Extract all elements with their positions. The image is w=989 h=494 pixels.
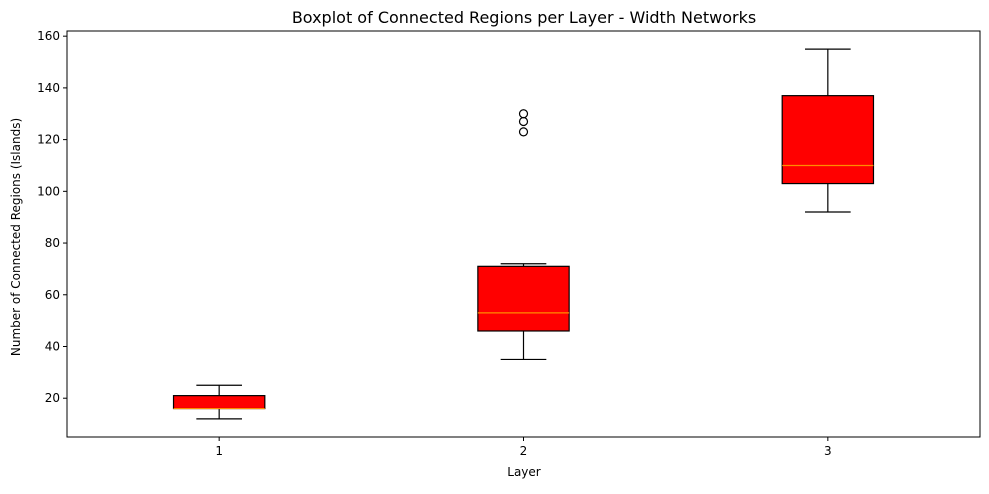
y-tick-label: 100: [37, 184, 60, 198]
x-tick-label: 1: [215, 444, 223, 458]
chart-title: Boxplot of Connected Regions per Layer -…: [292, 8, 756, 27]
y-tick-label: 80: [45, 236, 60, 250]
box-iqr: [781, 95, 875, 185]
y-tick-label: 60: [45, 288, 60, 302]
x-axis-label: Layer: [507, 465, 541, 479]
outlier-point: [518, 127, 529, 137]
y-tick-label: 140: [37, 81, 60, 95]
box-iqr: [172, 395, 266, 410]
outlier-point: [518, 116, 529, 127]
x-tick-label: 2: [520, 444, 528, 458]
x-tick-label: 3: [824, 444, 832, 458]
y-tick-label: 40: [45, 339, 60, 353]
box-iqr: [477, 265, 570, 332]
y-tick-label: 160: [37, 29, 60, 43]
y-axis-label: Number of Connected Regions (Islands): [9, 118, 23, 356]
axes-frame: [66, 30, 981, 438]
plot-area: 20 40 60 80 100 120 140 160 1 2 3: [37, 29, 981, 458]
outlier-point: [518, 109, 529, 119]
y-tick-label: 120: [37, 133, 60, 147]
y-tick-label: 20: [45, 391, 60, 405]
